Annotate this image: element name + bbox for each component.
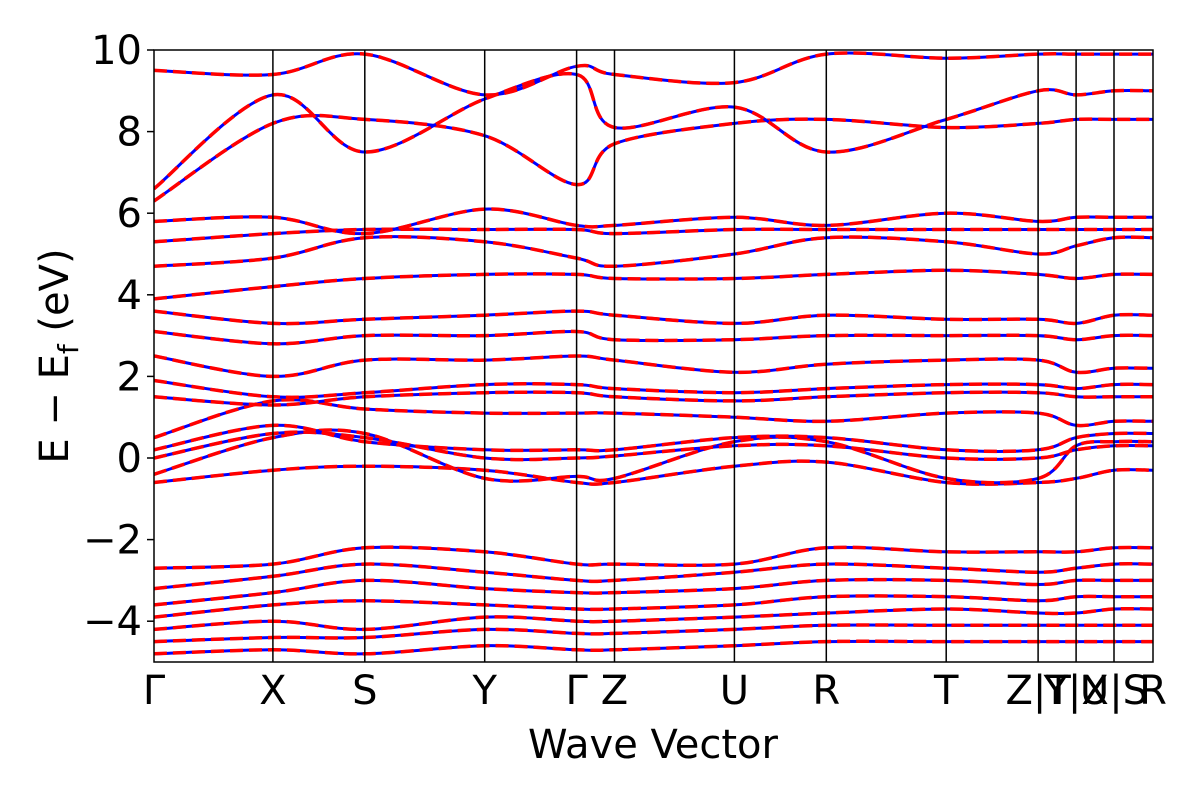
band-line-dashed-9 bbox=[154, 309, 1153, 326]
x-tick-label-3: Y bbox=[471, 668, 497, 714]
band-line-dashed-4 bbox=[154, 397, 1153, 440]
x-tick-label-11: U|S bbox=[1080, 668, 1148, 714]
y-tick-label-1: −2 bbox=[83, 518, 142, 564]
band-line-dashed-13 bbox=[154, 207, 1153, 236]
x-tick-label-1: X bbox=[259, 668, 286, 714]
y-axis-title-subscript: f bbox=[52, 343, 85, 354]
band-line-dashed-3 bbox=[154, 423, 1153, 454]
y-tick-label-0: −4 bbox=[83, 599, 142, 645]
y-axis-title-main: E − E bbox=[32, 354, 78, 464]
band-line-dashed-21 bbox=[154, 606, 1153, 632]
x-tick-label-9: Z|T bbox=[1005, 668, 1071, 714]
y-axis-title: E − Ef (eV) bbox=[32, 248, 85, 463]
y-tick-label-4: 4 bbox=[117, 273, 142, 319]
y-tick-label-3: 2 bbox=[117, 354, 142, 400]
y-axis-title-unit: (eV) bbox=[32, 248, 78, 331]
band-line-dashed-5 bbox=[154, 390, 1153, 407]
band-line-dashed-0 bbox=[154, 459, 1153, 487]
x-tick-label-8: T bbox=[933, 668, 959, 714]
plot-frame bbox=[153, 49, 1154, 663]
band-line-dashed-19 bbox=[154, 577, 1153, 607]
band-line-dashed-18 bbox=[154, 562, 1153, 591]
band-line-dashed-17 bbox=[154, 545, 1153, 570]
x-tick-label-6: U bbox=[720, 668, 749, 714]
kpoint-lines-layer bbox=[272, 50, 1115, 662]
band-line-dashed-11 bbox=[154, 234, 1153, 268]
band-line-dashed-14 bbox=[154, 113, 1153, 203]
y-tick-label-7: 10 bbox=[91, 28, 142, 74]
y-tick-label-2: 0 bbox=[117, 436, 142, 482]
y-tick-label-5: 6 bbox=[117, 191, 142, 237]
x-axis-ticks: Γ X S Y Γ Z U R T Z|TY|XU|SR bbox=[143, 668, 1167, 714]
band-line-dashed-22 bbox=[154, 623, 1153, 644]
band-line-dashed-20 bbox=[154, 594, 1153, 619]
band-line-dashed-16 bbox=[154, 51, 1153, 97]
bands-layer bbox=[154, 51, 1153, 656]
band-line-dashed-2 bbox=[154, 430, 1153, 462]
x-axis-title: Wave Vector bbox=[528, 722, 779, 768]
x-tick-label-4: Γ bbox=[565, 668, 588, 714]
band-line-dashed-10 bbox=[154, 268, 1153, 301]
band-line-dashed-15 bbox=[154, 71, 1153, 191]
band-line-dashed-12 bbox=[154, 227, 1153, 244]
plot-area-background bbox=[154, 50, 1153, 662]
y-axis-ticks: −4 −2 0 2 4 6 8 10 bbox=[83, 28, 154, 645]
y-tick-label-6: 8 bbox=[117, 110, 142, 156]
band-line-dashed-8 bbox=[154, 329, 1153, 346]
x-tick-label-0: Γ bbox=[143, 668, 166, 714]
band-line-dashed-6 bbox=[154, 378, 1153, 400]
x-tick-label-2: S bbox=[352, 668, 377, 714]
x-tick-label-7: R bbox=[812, 668, 840, 714]
x-tick-label-12: R bbox=[1139, 668, 1167, 714]
x-tick-label-10: Y|X bbox=[1042, 668, 1108, 714]
band-line-dashed-23 bbox=[154, 639, 1153, 656]
x-tick-label-5: Z bbox=[601, 668, 628, 714]
band-line-dashed-7 bbox=[154, 354, 1153, 379]
